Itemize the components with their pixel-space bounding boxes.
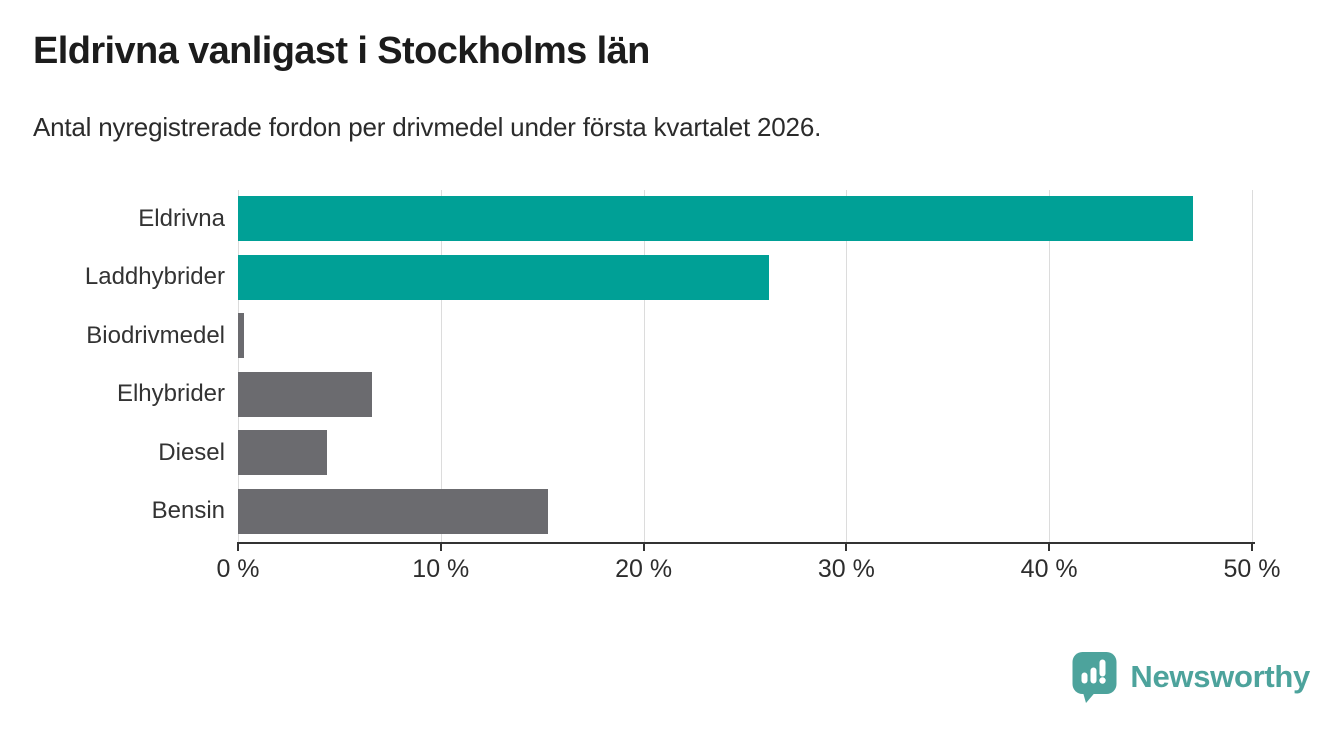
gridline-20 xyxy=(643,190,645,542)
newsworthy-logo-text: Newsworthy xyxy=(1130,659,1310,694)
x-tick-mark-20 xyxy=(642,542,645,551)
category-label-eldrivna: Eldrivna xyxy=(138,204,225,232)
category-label-elhybrider: Elhybrider xyxy=(116,380,225,407)
x-tick-label-50: 50 % xyxy=(1223,555,1281,583)
newsworthy-logo-link[interactable]: Newsworthy xyxy=(1071,651,1310,703)
x-tick-label-20: 20 % xyxy=(615,555,673,583)
gridline-40 xyxy=(1049,190,1051,542)
x-tick-mark-0 xyxy=(237,542,239,551)
x-tick-mark-50 xyxy=(1250,542,1253,551)
x-tick-mark-30 xyxy=(845,542,848,551)
newsworthy-logo-icon xyxy=(1071,651,1118,703)
bar-elhybrider xyxy=(238,371,372,417)
bar-diesel xyxy=(238,430,328,475)
category-label-bensin: Bensin xyxy=(151,497,225,524)
x-tick-mark-40 xyxy=(1048,542,1051,551)
bar-eldrivna xyxy=(238,196,1194,241)
bar-bensin xyxy=(238,488,549,534)
gridline-50 xyxy=(1251,190,1253,542)
gridline-30 xyxy=(846,190,848,542)
gridline-10 xyxy=(440,190,442,542)
bar-chart: Eldrivna Laddhybrider Biodrivmedel Elhybrid… xyxy=(0,190,1340,583)
x-tick-label-30: 30 % xyxy=(817,555,875,583)
plot-area: 0 % 10 % 20 % 30 % 40 % 50 % xyxy=(216,190,1280,583)
category-label-diesel: Diesel xyxy=(158,438,225,466)
x-tick-label-40: 40 % xyxy=(1020,555,1078,583)
bar-laddhybrider xyxy=(238,254,770,300)
x-tick-label-0: 0 % xyxy=(216,555,260,583)
chart-subtitle: Antal nyregistrerade fordon per drivmede… xyxy=(33,112,822,142)
category-axis: Eldrivna Laddhybrider Biodrivmedel Elhybrid… xyxy=(0,190,225,542)
x-tick-mark-10 xyxy=(439,542,442,551)
category-label-laddhybrider: Laddhybrider xyxy=(84,263,225,290)
x-tick-label-10: 10 % xyxy=(412,555,470,583)
chart-title: Eldrivna vanligast i Stockholms län xyxy=(33,30,650,72)
bar-biodrivmedel xyxy=(238,313,245,358)
category-label-biodrivmedel: Biodrivmedel xyxy=(86,321,225,349)
gridline-0 xyxy=(238,190,239,542)
